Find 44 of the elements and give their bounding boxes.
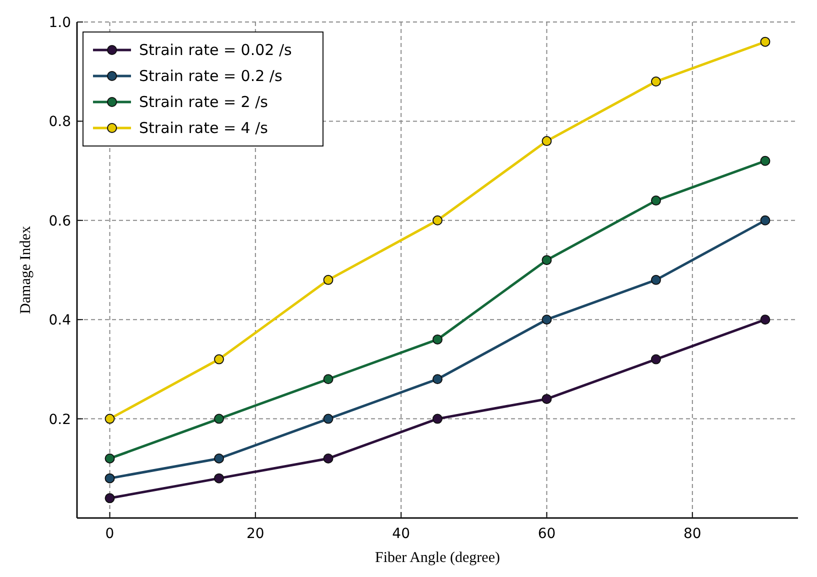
legend-label: Strain rate = 2 /s: [139, 93, 268, 111]
point: [542, 255, 552, 266]
legend-label: Strain rate = 0.02 /s: [139, 41, 292, 59]
y-tick-label: 0.4: [48, 312, 72, 329]
legend-label: Strain rate = 0.2 /s: [139, 67, 282, 85]
point: [432, 334, 442, 344]
point: [760, 314, 770, 325]
point: [214, 453, 224, 464]
point: [542, 136, 552, 146]
point: [760, 215, 770, 226]
y-tick-label: 1.0: [48, 15, 71, 31]
point: [650, 196, 661, 206]
x-tick-label: 40: [392, 526, 410, 542]
y-tick-label: 0.6: [48, 213, 72, 230]
point: [432, 215, 442, 226]
point: [432, 414, 442, 424]
x-axis-title: Fiber Angle (degree): [375, 550, 500, 566]
point: [760, 36, 770, 47]
point: [214, 414, 224, 424]
point: [323, 374, 334, 384]
x-tick-label: 20: [246, 526, 264, 542]
point: [104, 453, 115, 464]
point: [323, 274, 334, 285]
point: [323, 453, 334, 464]
point: [650, 76, 661, 87]
point: [650, 274, 661, 285]
y-tick-label: 0.2: [48, 412, 71, 428]
point: [542, 394, 552, 404]
point: [104, 414, 115, 424]
x-tick-label: 0: [105, 526, 114, 542]
x-tick-label: 80: [683, 526, 702, 542]
x-tick-label: 60: [538, 526, 556, 542]
point: [323, 414, 334, 424]
point: [214, 354, 224, 364]
point: [432, 374, 442, 384]
y-axis-title: Damage Index: [18, 226, 34, 314]
legend-label: Strain rate = 4 /s: [139, 119, 268, 137]
point: [214, 473, 224, 484]
point: [104, 473, 115, 484]
point: [104, 493, 115, 504]
point: [650, 354, 661, 364]
y-tick-label: 0.8: [48, 114, 71, 130]
point: [542, 314, 552, 325]
point: [760, 156, 770, 166]
